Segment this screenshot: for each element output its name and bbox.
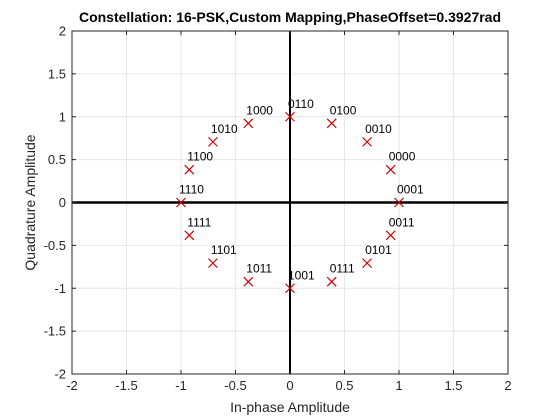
point-label: 0000	[389, 150, 416, 164]
x-tick-label: -0.5	[224, 378, 246, 393]
x-marker-stroke	[208, 258, 218, 269]
x-tick-label: 0.5	[335, 378, 353, 393]
x-tick-label: 1.5	[444, 378, 462, 393]
constellation-point: 1000	[243, 103, 273, 129]
constellation-point: 0001	[394, 183, 424, 208]
constellation-point: 1111	[184, 215, 212, 241]
x-tick-label: -1.5	[115, 378, 137, 393]
constellation-point: 1101	[208, 243, 237, 269]
y-axis-label: Quadrature Amplitude	[22, 134, 38, 270]
point-label: 0100	[330, 103, 357, 117]
x-marker-stroke	[285, 283, 295, 294]
point-label: 1100	[187, 150, 213, 164]
x-marker-stroke	[362, 136, 372, 147]
x-marker-stroke	[208, 136, 218, 147]
y-tick-label: 2	[59, 24, 66, 39]
constellation-points: 0001 0000 0010 0100 0110 1000 1010 1100 1110 1111…	[176, 97, 424, 294]
x-tick-label: -2	[66, 378, 78, 393]
constellation-point: 1001	[285, 268, 315, 294]
y-tick-label: -1.5	[44, 324, 66, 339]
x-marker-stroke	[326, 118, 337, 129]
point-label: 0011	[389, 215, 415, 229]
x-marker-stroke	[362, 258, 372, 269]
point-label: 0101	[365, 243, 392, 257]
chart-title: Constellation: 16-PSK,Custom Mapping,Pha…	[79, 9, 501, 25]
y-tick-label: 1	[59, 109, 66, 124]
x-marker-stroke	[394, 197, 404, 208]
point-label: 0001	[397, 183, 424, 197]
y-tick-label: -0.5	[44, 238, 66, 253]
point-label: 1001	[288, 268, 315, 282]
x-marker-stroke	[385, 164, 396, 175]
constellation-point: 1011	[243, 262, 272, 287]
point-label: 0110	[288, 97, 314, 111]
x-marker-stroke	[184, 230, 195, 241]
constellation-point: 0101	[362, 243, 392, 269]
constellation-point: 1110	[176, 183, 204, 208]
constellation-point: 1100	[184, 150, 213, 175]
y-tick-label: 0.5	[48, 152, 66, 167]
x-tick-label: -1	[175, 378, 187, 393]
point-label: 0111	[330, 262, 355, 276]
constellation-point: 1010	[208, 122, 238, 147]
constellation-point: 0000	[385, 150, 416, 175]
point-label: 1011	[246, 262, 272, 276]
point-label: 1111	[187, 215, 211, 229]
x-marker-stroke	[326, 276, 337, 287]
x-tick-label: 1	[395, 378, 402, 393]
x-marker-stroke	[385, 230, 396, 241]
x-marker-stroke	[176, 197, 186, 208]
point-label: 1101	[211, 243, 237, 257]
point-label: 1010	[211, 122, 238, 136]
constellation-point: 0011	[385, 215, 415, 241]
constellation-point: 0100	[326, 103, 357, 129]
x-axis-label: In-phase Amplitude	[230, 399, 350, 415]
point-label: 0010	[365, 122, 392, 136]
x-marker-stroke	[184, 164, 195, 175]
constellation-point: 0110	[285, 97, 314, 122]
x-marker-stroke	[243, 118, 254, 129]
point-label: 1000	[246, 103, 273, 117]
y-tick-label: -1	[54, 281, 66, 296]
x-marker-stroke	[285, 111, 295, 122]
point-label: 1110	[179, 183, 204, 197]
zero-axes	[72, 31, 508, 374]
y-tick-label: 0	[59, 195, 66, 210]
constellation-point: 0010	[362, 122, 392, 147]
ticks: -2 -1.5 -1 -0.5 0 0.5 1 1.5 2 -2 -1.5 -1 -0.5 0 0.5 1 1.…	[44, 24, 512, 394]
x-tick-label: 0	[286, 378, 293, 393]
x-marker-stroke	[243, 276, 254, 287]
y-tick-label: 1.5	[48, 66, 66, 81]
y-tick-label: -2	[54, 367, 66, 382]
constellation-point: 0111	[326, 262, 355, 287]
x-tick-label: 2	[504, 378, 511, 393]
